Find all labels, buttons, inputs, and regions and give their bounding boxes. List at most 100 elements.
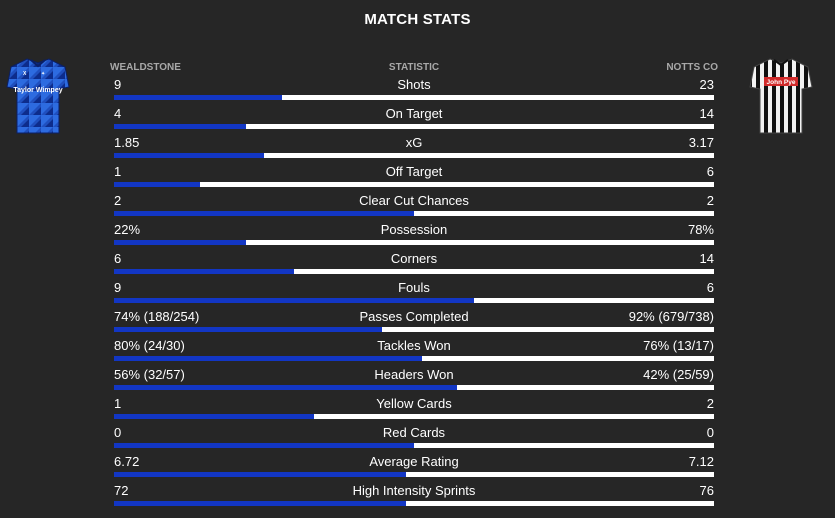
home-share-fill (114, 269, 294, 274)
home-share-fill (114, 298, 474, 303)
home-share-fill (114, 356, 422, 361)
away-stat-value: 23 (699, 77, 714, 92)
home-stat-value: 22% (114, 222, 141, 237)
stat-name: Tackles Won (377, 338, 451, 353)
home-stat-value: 9 (114, 77, 122, 92)
home-stat-value: 72 (114, 483, 129, 498)
stat-row: 72 High Intensity Sprints 76 (114, 481, 714, 510)
stat-comparison-bar (114, 95, 714, 100)
stat-row: 4 On Target 14 (114, 104, 714, 133)
svg-text:John Pye: John Pye (767, 79, 796, 86)
stat-row: 6 Corners 14 (114, 249, 714, 278)
home-stat-value: 1 (114, 164, 122, 179)
home-stat-value: 1 (114, 396, 122, 411)
page-title: MATCH STATS (364, 11, 471, 28)
wealdstone-kit-icon: X ✦ Taylor Wimpey (5, 55, 71, 137)
home-share-fill (114, 182, 200, 187)
home-stat-value: 80% (24/30) (114, 338, 185, 353)
away-stat-value: 14 (699, 106, 714, 121)
away-stat-value: 2 (706, 193, 714, 208)
home-share-fill (114, 501, 406, 506)
stat-name: High Intensity Sprints (352, 483, 476, 498)
home-share-fill (114, 414, 314, 419)
stat-name: Corners (390, 251, 438, 266)
home-stat-value: 56% (32/57) (114, 367, 185, 382)
home-stat-value: 2 (114, 193, 122, 208)
away-stat-value: 14 (699, 251, 714, 266)
stat-comparison-bar (114, 182, 714, 187)
home-stat-value: 9 (114, 280, 122, 295)
away-stat-value: 42% (25/59) (643, 367, 714, 382)
svg-text:✦: ✦ (41, 71, 45, 77)
home-share-fill (114, 95, 282, 100)
home-share-fill (114, 153, 264, 158)
stat-name: On Target (385, 106, 443, 121)
stat-row: 1 Yellow Cards 2 (114, 394, 714, 423)
stat-name: xG (405, 135, 423, 150)
home-stat-value: 0 (114, 425, 122, 440)
stat-comparison-bar (114, 501, 714, 506)
stat-row: 2 Clear Cut Chances 2 (114, 191, 714, 220)
svg-text:X: X (23, 71, 27, 77)
notts-county-kit-icon: John Pye (748, 55, 814, 137)
away-stat-value: 7.12 (688, 454, 714, 469)
away-stat-value: 6 (706, 280, 714, 295)
away-stat-value: 6 (706, 164, 714, 179)
home-share-fill (114, 443, 414, 448)
stat-row: 6.72 Average Rating 7.12 (114, 452, 714, 481)
stats-header: WEALDSTONE STATISTIC NOTTS CO (110, 62, 718, 74)
statistic-column-label: STATISTIC (388, 62, 440, 73)
away-stat-value: 0 (706, 425, 714, 440)
stat-name: Passes Completed (359, 309, 469, 324)
stat-comparison-bar (114, 385, 714, 390)
stat-name: Clear Cut Chances (359, 193, 469, 208)
away-stat-value: 78% (687, 222, 714, 237)
stat-name: Average Rating (369, 454, 459, 469)
stat-row: 22% Possession 78% (114, 220, 714, 249)
stat-name: Fouls (398, 280, 430, 295)
stat-name: Shots (397, 77, 431, 92)
stat-row: 56% (32/57) Headers Won 42% (25/59) (114, 365, 714, 394)
away-stat-value: 3.17 (688, 135, 714, 150)
stat-name: Headers Won (374, 367, 454, 382)
home-stat-value: 4 (114, 106, 122, 121)
stat-comparison-bar (114, 472, 714, 477)
stat-name: Red Cards (382, 425, 446, 440)
stat-comparison-bar (114, 269, 714, 274)
away-stat-value: 2 (706, 396, 714, 411)
away-stat-value: 92% (679/738) (628, 309, 714, 324)
stat-name: Yellow Cards (376, 396, 452, 411)
stat-row: 1 Off Target 6 (114, 162, 714, 191)
home-share-fill (114, 240, 246, 245)
svg-text:Taylor Wimpey: Taylor Wimpey (13, 87, 62, 94)
home-team-name: WEALDSTONE (110, 62, 181, 73)
home-stat-value: 6.72 (114, 454, 140, 469)
home-stat-value: 1.85 (114, 135, 140, 150)
stat-row: 9 Fouls 6 (114, 278, 714, 307)
home-share-fill (114, 211, 414, 216)
home-share-fill (114, 327, 382, 332)
stat-row: 80% (24/30) Tackles Won 76% (13/17) (114, 336, 714, 365)
home-share-fill (114, 124, 246, 129)
away-team-name: NOTTS CO (666, 62, 718, 73)
stat-comparison-bar (114, 240, 714, 245)
home-share-fill (114, 472, 406, 477)
away-stat-value: 76% (13/17) (643, 338, 714, 353)
stat-comparison-bar (114, 211, 714, 216)
stat-comparison-bar (114, 356, 714, 361)
stat-name: Possession (380, 222, 448, 237)
stat-name: Off Target (385, 164, 443, 179)
stat-comparison-bar (114, 153, 714, 158)
home-stat-value: 6 (114, 251, 122, 266)
stats-list: 9 Shots 23 4 On Target 14 1.85 xG 3.17 1 Off Targe… (114, 75, 714, 510)
away-stat-value: 76 (699, 483, 714, 498)
stat-row: 0 Red Cards 0 (114, 423, 714, 452)
stat-row: 9 Shots 23 (114, 75, 714, 104)
stat-comparison-bar (114, 298, 714, 303)
stat-comparison-bar (114, 124, 714, 129)
home-share-fill (114, 385, 457, 390)
stat-comparison-bar (114, 414, 714, 419)
stat-comparison-bar (114, 443, 714, 448)
home-stat-value: 74% (188/254) (114, 309, 200, 324)
stat-comparison-bar (114, 327, 714, 332)
